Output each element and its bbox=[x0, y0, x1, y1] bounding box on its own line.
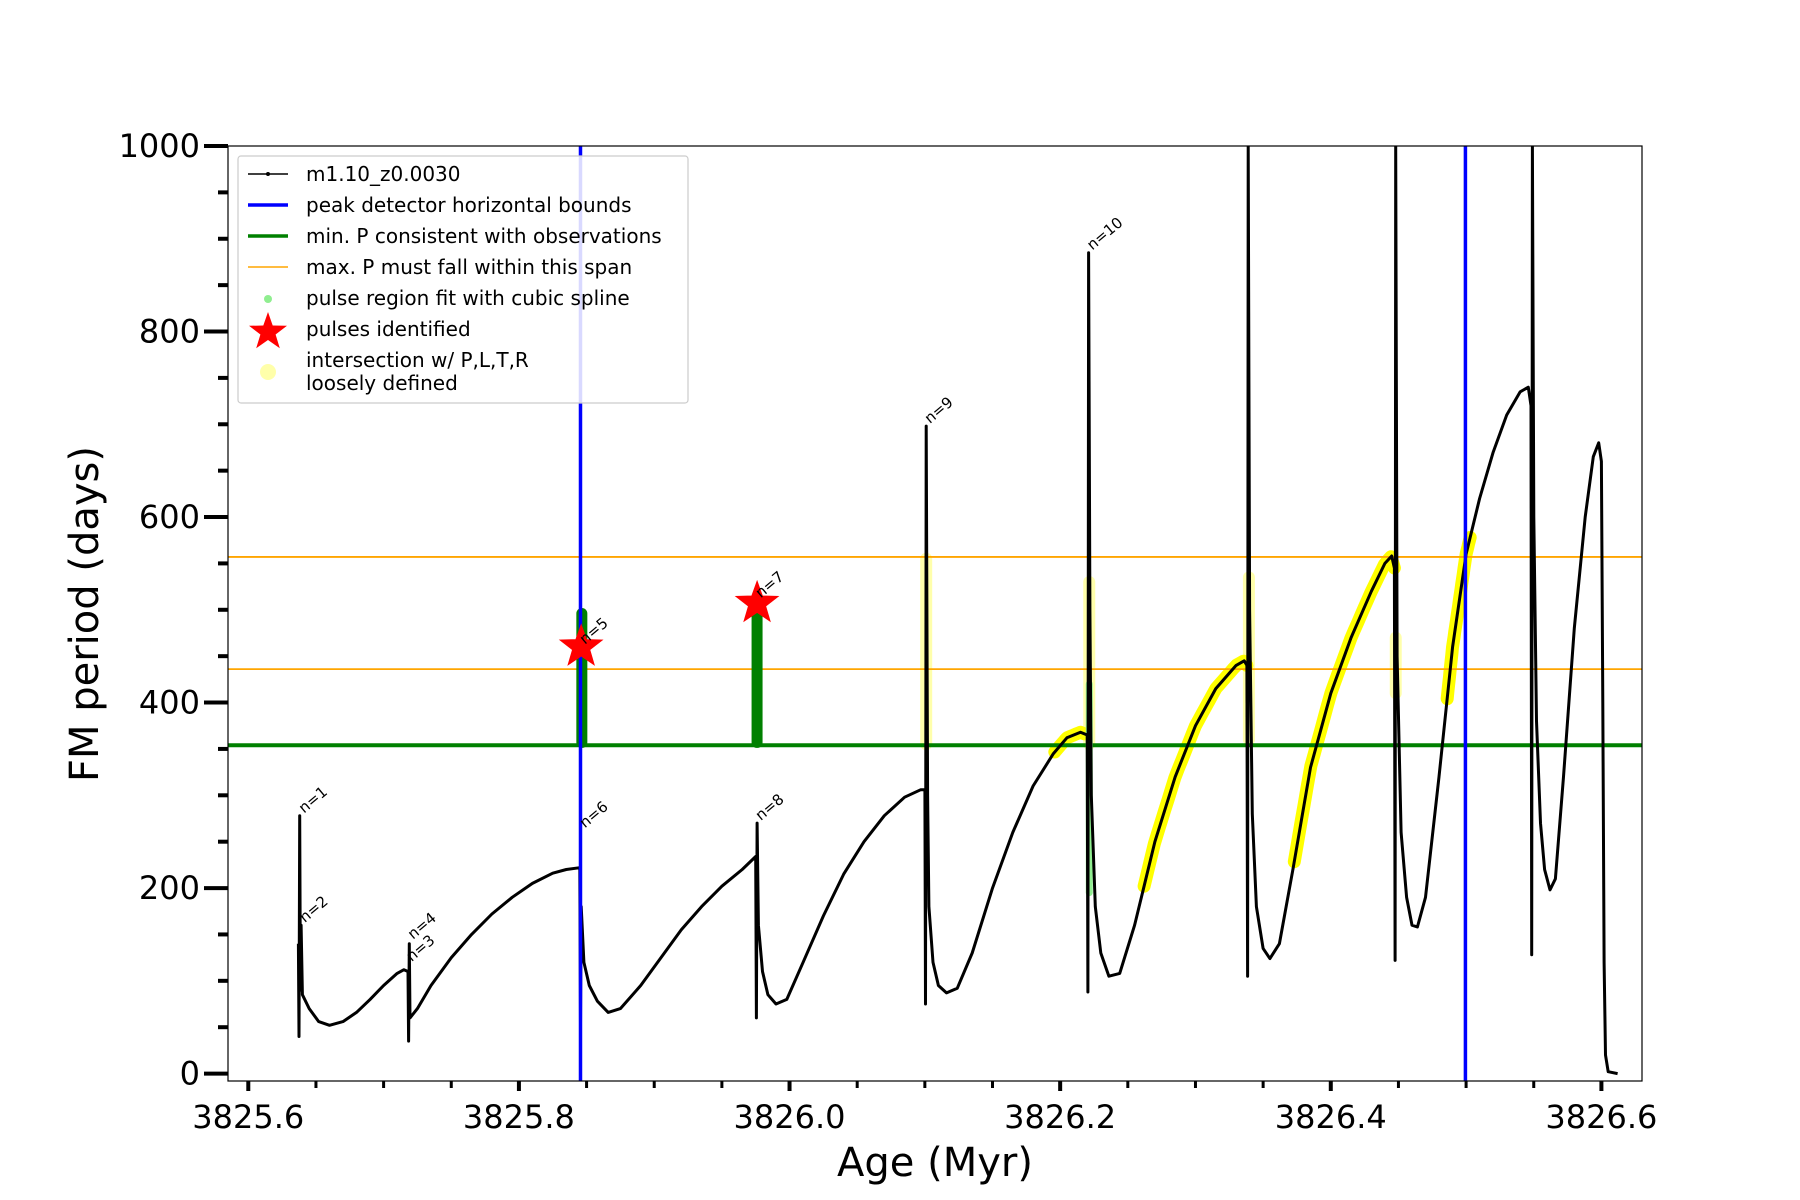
y-tick-label: 600 bbox=[139, 498, 200, 536]
legend-marker bbox=[264, 295, 272, 303]
pulse-annotation: n=10 bbox=[1083, 213, 1126, 253]
plot-frame bbox=[227, 145, 1643, 1082]
intersection-curve bbox=[1287, 550, 1401, 869]
pulse-annotation: n=9 bbox=[921, 393, 957, 427]
y-tick-label: 0 bbox=[180, 1055, 200, 1093]
legend-label: max. P must fall within this span bbox=[306, 255, 632, 279]
y-tick-label: 1000 bbox=[119, 127, 200, 165]
legend-label: pulse region fit with cubic spline bbox=[306, 286, 630, 310]
x-axis: 3825.6 3825.8 3826.0 3826.2 3826.4 3826.6 bbox=[192, 1081, 1657, 1136]
series-line bbox=[296, 146, 1618, 1076]
legend-marker bbox=[266, 172, 270, 176]
legend-label: peak detector horizontal bounds bbox=[306, 193, 632, 217]
y-axis-title: FM period (days) bbox=[62, 446, 108, 782]
x-tick-label: 3825.6 bbox=[192, 1098, 304, 1136]
y-tick-label: 200 bbox=[139, 869, 200, 907]
y-tick-label: 800 bbox=[139, 313, 200, 351]
legend-star bbox=[249, 312, 287, 349]
pulse-annotation: n=8 bbox=[752, 790, 788, 824]
legend-label: pulses identified bbox=[306, 317, 471, 341]
legend-marker bbox=[260, 364, 276, 380]
intersection-curve bbox=[1137, 654, 1254, 893]
x-tick-label: 3826.6 bbox=[1545, 1098, 1657, 1136]
y-tick-label: 400 bbox=[139, 684, 200, 722]
legend-label: m1.10_z0.0030 bbox=[306, 162, 461, 186]
legend-box bbox=[237, 155, 689, 404]
legend-label: intersection w/ P,L,T,R bbox=[306, 348, 529, 372]
y-axis: 0 200 400 600 800 1000 bbox=[119, 127, 228, 1093]
legend-label: loosely defined bbox=[306, 371, 458, 395]
x-tick-label: 3825.8 bbox=[463, 1098, 575, 1136]
x-axis-title: Age (Myr) bbox=[837, 1140, 1033, 1186]
x-tick-label: 3826.4 bbox=[1275, 1098, 1387, 1136]
pulse-star bbox=[558, 623, 604, 666]
x-tick-label: 3826.0 bbox=[734, 1098, 846, 1136]
pulse-annotation: n=1 bbox=[295, 783, 331, 817]
pulse-star bbox=[734, 579, 780, 623]
x-tick-label: 3826.2 bbox=[1004, 1098, 1116, 1136]
legend-label: min. P consistent with observations bbox=[306, 224, 662, 248]
